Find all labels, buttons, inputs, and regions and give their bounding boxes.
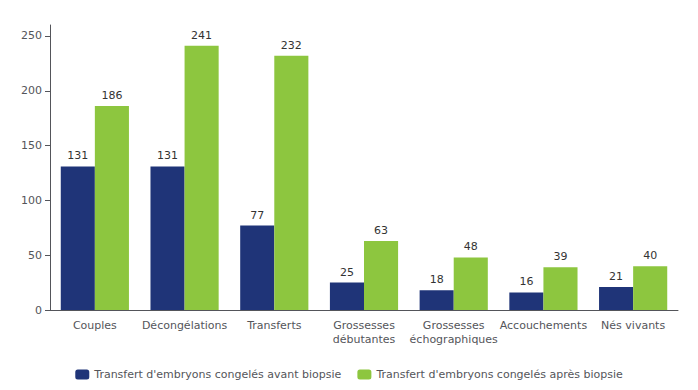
svg-text:131: 131 — [157, 149, 178, 162]
svg-text:250: 250 — [21, 29, 42, 42]
svg-text:63: 63 — [374, 224, 388, 237]
svg-text:échographiques: échographiques — [410, 333, 498, 346]
svg-text:Décongélations: Décongélations — [142, 319, 228, 332]
svg-text:186: 186 — [101, 89, 122, 102]
svg-text:Nés vivants: Nés vivants — [601, 319, 665, 332]
svg-text:25: 25 — [340, 266, 354, 279]
svg-text:21: 21 — [609, 270, 623, 283]
svg-text:débutantes: débutantes — [333, 333, 396, 346]
svg-text:150: 150 — [21, 139, 42, 152]
svg-text:232: 232 — [281, 39, 302, 52]
svg-text:Grossesses: Grossesses — [333, 319, 395, 332]
svg-text:16: 16 — [519, 275, 533, 288]
svg-text:100: 100 — [21, 194, 42, 207]
svg-text:Grossesses: Grossesses — [423, 319, 485, 332]
svg-text:18: 18 — [430, 273, 444, 286]
svg-text:77: 77 — [250, 209, 264, 222]
svg-text:50: 50 — [28, 249, 42, 262]
svg-text:200: 200 — [21, 84, 42, 97]
svg-text:48: 48 — [464, 240, 478, 253]
svg-text:Transfert d'embryons congelés: Transfert d'embryons congelés avant biop… — [93, 368, 341, 381]
svg-text:131: 131 — [67, 149, 88, 162]
svg-text:Transferts: Transferts — [246, 319, 302, 332]
svg-text:241: 241 — [191, 29, 212, 42]
svg-text:Accouchements: Accouchements — [500, 319, 588, 332]
svg-text:39: 39 — [553, 250, 567, 263]
svg-text:40: 40 — [643, 249, 657, 262]
svg-text:Transfert d'embryons congelés: Transfert d'embryons congelés après biop… — [375, 368, 623, 381]
svg-text:Couples: Couples — [73, 319, 117, 332]
svg-text:0: 0 — [35, 304, 42, 317]
